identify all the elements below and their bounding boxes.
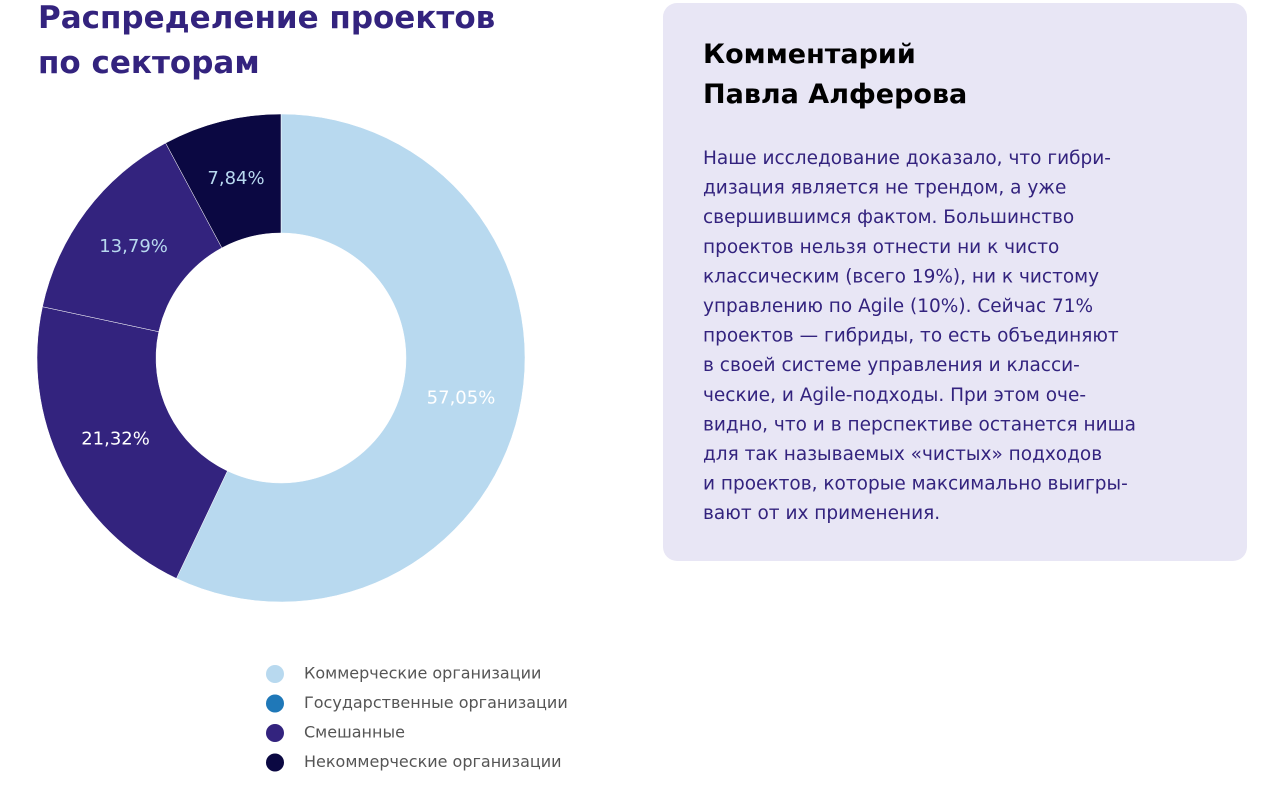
- slice-label: 13,79%: [99, 236, 168, 257]
- comment-body: в своей системе управления и класси-: [703, 355, 1080, 376]
- comment-title: Павла Алферова: [703, 79, 967, 110]
- comment-body: проектов — гибриды, то есть объединяют: [703, 326, 1119, 347]
- comment-body: видно, что и в перспективе останется ниш…: [703, 414, 1136, 435]
- comment-body: классическим (всего 19%), ни к чистому: [703, 266, 1099, 287]
- comment-card: [663, 3, 1247, 561]
- comment-body: свершившимся фактом. Большинство: [703, 207, 1074, 228]
- legend-marker: [266, 694, 284, 713]
- legend-label: Смешанные: [304, 723, 405, 742]
- comment-body: дизация является не трендом, а уже: [703, 178, 1066, 199]
- legend-label: Некоммерческие организации: [304, 752, 562, 771]
- comment-body: ческие, и Agile-подходы. При этом оче-: [703, 385, 1086, 406]
- donut-slice: [176, 113, 526, 603]
- donut-slice: [42, 142, 223, 333]
- legend-label: Коммерческие организации: [304, 664, 541, 683]
- chart-title: по секторам: [38, 45, 260, 81]
- legend-label: Государственные организации: [304, 693, 568, 712]
- chart-title: Распределение проектов: [38, 0, 495, 36]
- comment-body: проектов нельзя отнести ни к чисто: [703, 237, 1059, 258]
- comment-title: Комментарий: [703, 39, 916, 70]
- slice-label: 7,84%: [207, 168, 264, 189]
- comment-body: и проектов, которые максимально выигры-: [703, 474, 1128, 495]
- slice-label: 57,05%: [427, 388, 496, 409]
- comment-body: Наше исследование доказало, что гибри-: [703, 148, 1111, 169]
- legend-marker: [266, 665, 284, 683]
- donut-slice: [165, 113, 282, 249]
- comment-body: управлению по Agile (10%). Сейчас 71%: [703, 296, 1093, 317]
- donut-slice: [36, 306, 228, 579]
- slice-label: 21,32%: [81, 429, 150, 450]
- legend-marker: [266, 753, 284, 772]
- legend-marker: [266, 724, 284, 742]
- comment-body: для так называемых «чистых» подходов: [703, 444, 1102, 465]
- comment-body: вают от их применения.: [703, 503, 940, 524]
